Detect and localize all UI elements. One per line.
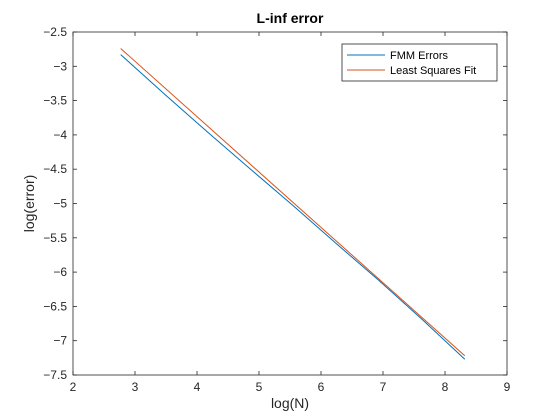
chart-title: L-inf error [257,10,324,26]
y-tick-label: −6 [53,265,67,279]
y-tick-label: −3 [53,59,67,73]
y-tick-label: −4 [53,128,67,142]
x-tick-label: 4 [194,380,201,394]
legend-entry-label: FMM Errors [390,50,449,62]
x-tick-label: 6 [318,380,325,394]
y-tick-label: −7 [53,334,67,348]
x-tick-label: 9 [504,380,511,394]
x-axis-label: log(N) [271,395,309,411]
y-axis-label: log(error) [21,175,37,233]
x-tick-label: 5 [256,380,263,394]
y-tick-label: −3.5 [43,94,67,108]
y-tick-label: −6.5 [43,299,67,313]
x-tick-label: 2 [70,380,77,394]
legend: FMM Errors Least Squares Fit [341,43,498,82]
series-line-fmm-errors [120,54,466,360]
y-tick-label: −2.5 [43,25,67,39]
y-tick-label: −5.5 [43,231,67,245]
y-tick-label: −7.5 [43,368,67,382]
legend-entry-label: Least Squares Fit [390,65,476,77]
series-line-least-squares-fit [120,48,466,357]
x-tick-label: 7 [380,380,387,394]
x-tick-label: 8 [442,380,449,394]
ticks: 2 3 4 5 6 7 8 9 −2.5 −3 −3.5 −4 −4.5 −5 −5.5 −6 −6.5 −7 −7… [43,25,510,394]
series-group [120,48,466,360]
y-tick-label: −4.5 [43,162,67,176]
y-tick-label: −5 [53,197,67,211]
x-tick-label: 3 [132,380,139,394]
legend-box [341,43,498,82]
